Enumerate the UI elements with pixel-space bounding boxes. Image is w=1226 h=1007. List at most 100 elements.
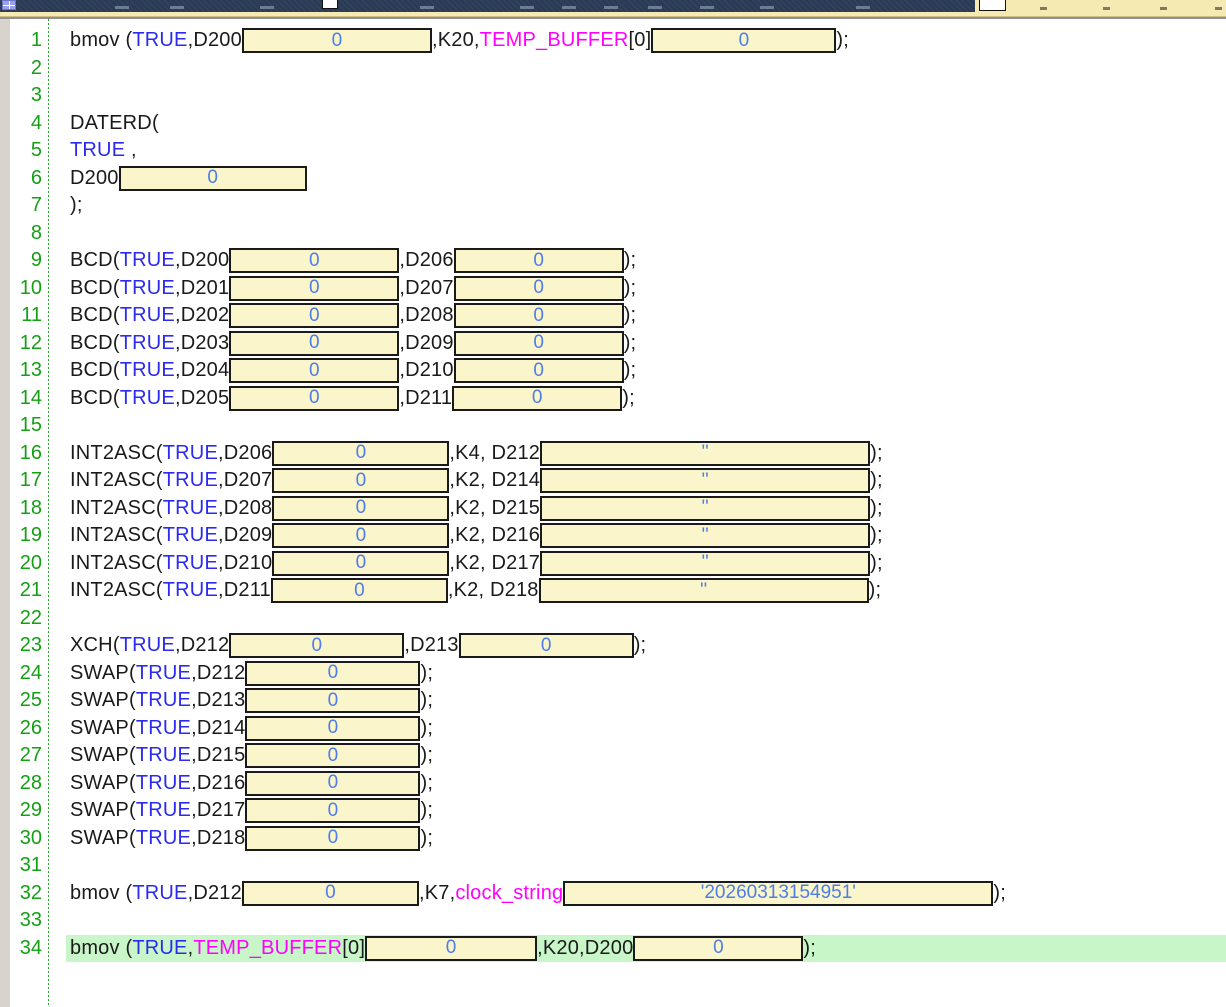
identifier-token: TEMP_BUFFER xyxy=(193,936,343,959)
code-line-content[interactable]: INT2ASC(TRUE ,D208 0 ,K2, D215 ''); xyxy=(66,495,1226,523)
code-line-content[interactable]: bmov (TRUE ,D212 0 ,K7, clock_string '2026031… xyxy=(66,880,1226,908)
code-line-content[interactable]: TRUE , xyxy=(66,137,1226,165)
monitor-value-box[interactable]: 0 xyxy=(241,28,432,54)
monitor-value-box[interactable]: '' xyxy=(540,440,871,466)
monitor-value-box[interactable]: 0 xyxy=(245,825,421,851)
monitor-value-box[interactable]: 0 xyxy=(229,275,400,301)
code-line: 23 XCH(TRUE ,D212 0 ,D213 0); xyxy=(0,632,1226,660)
monitor-value-box[interactable]: 0 xyxy=(245,715,421,741)
code-line-content[interactable]: bmov (TRUE ,D200 0 ,K20, TEMP_BUFFER [0] 0); xyxy=(66,27,1226,55)
monitor-value-box[interactable]: 0 xyxy=(453,248,624,274)
code-line-content[interactable]: SWAP(TRUE ,D214 0); xyxy=(66,715,1226,743)
code-line-content[interactable]: BCD(TRUE ,D200 0 ,D206 0); xyxy=(66,247,1226,275)
code-line-content[interactable]: INT2ASC(TRUE ,D207 0 ,K2, D214 ''); xyxy=(66,467,1226,495)
monitor-value-box[interactable]: '' xyxy=(540,550,871,576)
code-line-content[interactable]: BCD(TRUE ,D203 0 ,D209 0); xyxy=(66,330,1226,358)
code-line-content[interactable]: BCD(TRUE ,D205 0 ,D211 0); xyxy=(66,385,1226,413)
code-token: SWAP( xyxy=(70,771,136,794)
monitor-value-box[interactable]: 0 xyxy=(453,275,624,301)
code-line: 3 xyxy=(0,82,1226,110)
monitor-value-box[interactable]: 0 xyxy=(452,385,623,411)
code-token: SWAP( xyxy=(70,826,136,849)
monitor-value-box[interactable]: '' xyxy=(540,495,871,521)
monitor-value-box[interactable]: 0 xyxy=(651,28,837,54)
code-line-content[interactable] xyxy=(66,55,1226,83)
code-line-content[interactable] xyxy=(66,852,1226,880)
monitor-value-box[interactable]: 0 xyxy=(229,385,400,411)
code-token: bmov ( xyxy=(70,881,133,904)
code-line-content[interactable]: BCD(TRUE ,D201 0 ,D207 0); xyxy=(66,275,1226,303)
code-line-content[interactable]: SWAP(TRUE ,D212 0); xyxy=(66,660,1226,688)
monitor-value-box[interactable]: '20260313154951' xyxy=(563,880,994,906)
code-line: 22 xyxy=(0,605,1226,633)
monitor-value-box[interactable]: 0 xyxy=(270,578,448,604)
monitor-value-box[interactable]: 0 xyxy=(229,633,405,659)
keyword-token: TRUE xyxy=(70,139,126,162)
monitor-value-box[interactable]: 0 xyxy=(458,633,634,659)
code-line-content[interactable]: INT2ASC(TRUE ,D206 0 ,K4, D212 ''); xyxy=(66,440,1226,468)
code-line: 26 SWAP(TRUE ,D214 0); xyxy=(0,715,1226,743)
monitor-value-box[interactable]: 0 xyxy=(272,468,450,494)
code-line-content[interactable] xyxy=(66,907,1226,935)
monitor-value-box[interactable]: 0 xyxy=(365,935,538,961)
keyword-token: TRUE xyxy=(135,744,192,767)
code-token: ); xyxy=(870,441,883,464)
code-line-content-highlighted[interactable]: bmov (TRUE, TEMP_BUFFER [0] 0 ,K20,D200 0); xyxy=(66,934,1226,962)
code-line-content[interactable]: INT2ASC(TRUE ,D210 0 ,K2, D217 ''); xyxy=(66,550,1226,578)
monitor-value-box[interactable]: 0 xyxy=(241,880,419,906)
monitor-value-box[interactable]: 0 xyxy=(229,330,400,356)
monitor-value-box[interactable]: 0 xyxy=(272,495,450,521)
code-line-content[interactable]: D200 0 xyxy=(66,165,1226,193)
monitor-value-box[interactable]: 0 xyxy=(633,935,804,961)
monitor-value-box[interactable]: 0 xyxy=(118,165,307,191)
monitor-value-box[interactable]: 0 xyxy=(229,303,400,329)
code-token: ,D206 xyxy=(217,441,273,464)
code-line-content[interactable]: BCD(TRUE ,D204 0 ,D210 0); xyxy=(66,357,1226,385)
code-token: ); xyxy=(420,716,434,739)
monitor-value-box[interactable]: '' xyxy=(540,468,871,494)
code-line-content[interactable] xyxy=(66,82,1226,110)
code-line-content[interactable]: INT2ASC(TRUE ,D211 0 ,K2, D218 ''); xyxy=(66,577,1226,605)
monitor-value-box[interactable]: 0 xyxy=(272,523,450,549)
code-line: 1 bmov (TRUE ,D200 0 ,K20, TEMP_BUFFER [0] 0); xyxy=(0,27,1226,55)
code-token: ,D211 xyxy=(399,386,453,409)
monitor-value-box[interactable]: 0 xyxy=(453,303,624,329)
app-grid-icon[interactable] xyxy=(2,0,16,10)
code-line: 2 xyxy=(0,55,1226,83)
code-line-content[interactable] xyxy=(66,412,1226,440)
monitor-value-box[interactable]: '' xyxy=(538,578,869,604)
code-line-content[interactable]: INT2ASC(TRUE ,D209 0 ,K2, D216 ''); xyxy=(66,522,1226,550)
monitor-value-box[interactable]: 0 xyxy=(245,688,421,714)
code-line-content[interactable]: SWAP(TRUE ,D217 0); xyxy=(66,797,1226,825)
code-token: SWAP( xyxy=(70,744,136,767)
code-line-content[interactable] xyxy=(66,605,1226,633)
line-number: 30 xyxy=(19,826,42,849)
code-token: BCD( xyxy=(70,331,120,354)
line-number: 16 xyxy=(19,441,42,464)
monitor-value-box[interactable]: 0 xyxy=(272,440,450,466)
code-token: ); xyxy=(993,881,1006,904)
monitor-value-box[interactable]: 0 xyxy=(229,248,400,274)
monitor-value-box[interactable]: 0 xyxy=(245,743,421,769)
monitor-value-box[interactable]: 0 xyxy=(245,770,421,796)
code-line-content[interactable]: SWAP(TRUE ,D216 0); xyxy=(66,770,1226,798)
monitor-value-box[interactable]: 0 xyxy=(453,330,624,356)
code-line-content[interactable]: BCD(TRUE ,D202 0 ,D208 0); xyxy=(66,302,1226,330)
monitor-value-box[interactable]: 0 xyxy=(245,798,421,824)
code-line-content[interactable] xyxy=(66,220,1226,248)
code-line-content[interactable]: DATERD( xyxy=(66,110,1226,138)
code-token: SWAP( xyxy=(70,716,136,739)
monitor-value-box[interactable]: 0 xyxy=(453,358,624,384)
code-line-content[interactable]: SWAP(TRUE ,D215 0); xyxy=(66,742,1226,770)
active-tab[interactable] xyxy=(975,0,1226,12)
monitor-value-box[interactable]: 0 xyxy=(245,660,421,686)
code-line: 10 BCD(TRUE ,D201 0 ,D207 0); xyxy=(0,275,1226,303)
code-line-content[interactable]: XCH(TRUE ,D212 0 ,D213 0); xyxy=(66,632,1226,660)
monitor-value-box[interactable]: 0 xyxy=(229,358,400,384)
code-line-content[interactable]: ); xyxy=(66,192,1226,220)
code-line-content[interactable]: SWAP(TRUE ,D218 0); xyxy=(66,825,1226,853)
line-number: 3 xyxy=(30,84,42,107)
monitor-value-box[interactable]: 0 xyxy=(272,550,450,576)
code-line-content[interactable]: SWAP(TRUE ,D213 0); xyxy=(66,687,1226,715)
monitor-value-box[interactable]: '' xyxy=(540,523,871,549)
